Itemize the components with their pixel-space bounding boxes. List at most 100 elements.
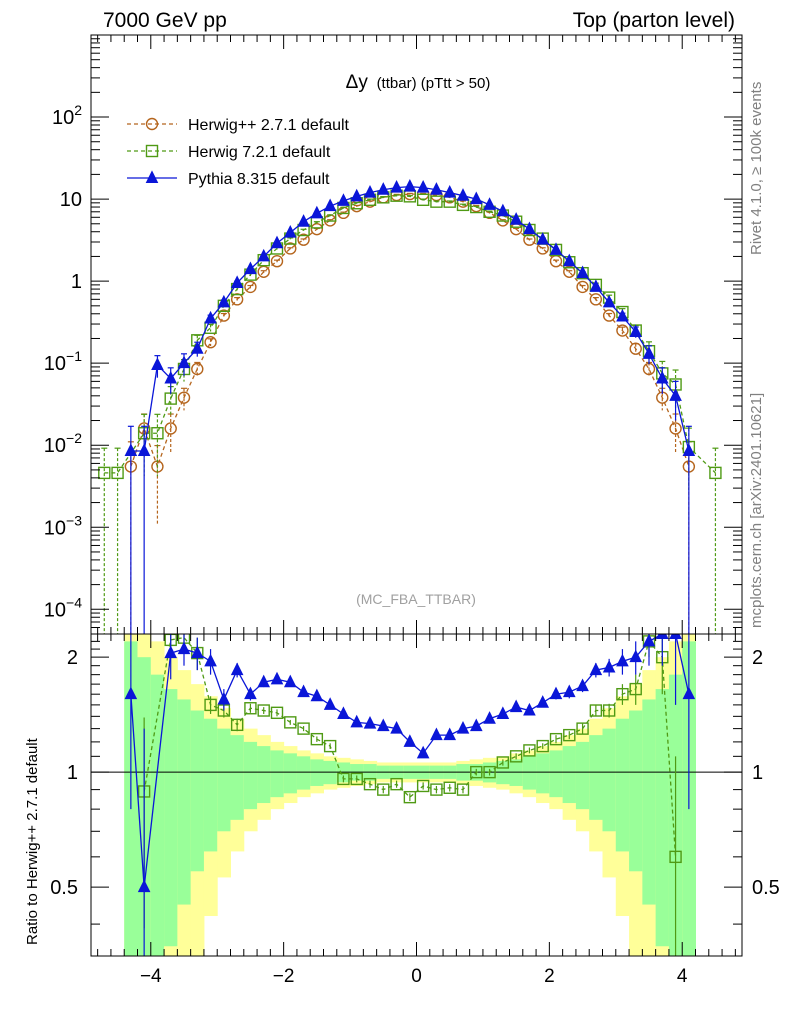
plot-title: Δy (ttbar) (pTtt > 50) bbox=[346, 72, 491, 93]
data-point bbox=[298, 215, 309, 226]
ratio-point bbox=[232, 664, 243, 675]
data-point bbox=[511, 213, 522, 224]
y-tick-exponent: −4 bbox=[66, 594, 82, 610]
legend-entry-2: Pythia 8.315 default bbox=[127, 171, 330, 188]
band-green bbox=[629, 711, 643, 872]
data-point bbox=[404, 180, 415, 191]
band-green bbox=[191, 711, 205, 872]
y-tick-label: 102 bbox=[52, 102, 82, 129]
x-tick-label: 0 bbox=[411, 966, 422, 987]
band-green bbox=[284, 753, 298, 793]
band-green bbox=[164, 689, 178, 946]
ratio-point bbox=[537, 696, 548, 707]
header-left: 7000 GeV pp bbox=[103, 9, 227, 32]
y-tick-base: 10 bbox=[44, 517, 66, 539]
band-green bbox=[523, 756, 537, 789]
y-tick-base: 10 bbox=[52, 107, 74, 129]
data-point bbox=[657, 372, 668, 383]
ratio-point bbox=[657, 628, 668, 639]
ratio-point bbox=[325, 698, 336, 709]
ratio-point bbox=[564, 686, 575, 697]
legend-label: Herwig 7.2.1 default bbox=[188, 144, 331, 161]
band-green bbox=[297, 756, 311, 789]
plot-canvas: 7000 GeV pp Top (parton level) −4 −2 0 2 4 10… bbox=[0, 0, 786, 1024]
series-0 bbox=[125, 189, 694, 774]
ratio-point bbox=[670, 628, 681, 639]
data-point bbox=[192, 342, 203, 353]
header-right: Top (parton level) bbox=[573, 9, 735, 32]
y-tick-exponent: 2 bbox=[74, 102, 82, 118]
band-green bbox=[204, 719, 218, 852]
band-green bbox=[257, 746, 271, 803]
data-point bbox=[644, 347, 655, 358]
data-point bbox=[152, 359, 163, 370]
ratio-point bbox=[444, 729, 455, 740]
band-green bbox=[563, 746, 577, 803]
legend: Herwig++ 2.7.1 default Herwig 7.2.1 defau… bbox=[127, 117, 350, 188]
y-tick-base: 1 bbox=[71, 271, 82, 293]
ratio-point bbox=[272, 673, 283, 684]
y-tick-label: 10−2 bbox=[44, 430, 82, 457]
y-tick-label: 10−4 bbox=[44, 594, 82, 621]
ratio-point bbox=[205, 655, 216, 666]
data-point bbox=[272, 237, 283, 248]
y-tick-label: 10−3 bbox=[44, 512, 82, 539]
ratio-point bbox=[511, 701, 522, 712]
y-tick-label: 1 bbox=[71, 271, 82, 293]
data-point bbox=[683, 445, 694, 456]
band-green bbox=[616, 719, 630, 852]
band-green bbox=[231, 735, 245, 820]
y-tick-exponent: −3 bbox=[66, 512, 82, 528]
y-tick-exponent: −1 bbox=[66, 348, 82, 364]
band-green bbox=[310, 759, 324, 786]
ratio-point bbox=[298, 686, 309, 697]
band-green bbox=[177, 699, 191, 904]
data-point bbox=[285, 226, 296, 237]
ratio-tick-label-right: 0.5 bbox=[752, 877, 780, 899]
ratio-point bbox=[338, 707, 349, 718]
band-green bbox=[589, 735, 603, 820]
band-green bbox=[536, 753, 550, 793]
x-tick-label: −4 bbox=[140, 966, 162, 987]
y-tick-base: 10 bbox=[44, 435, 66, 457]
ratio-point bbox=[351, 716, 362, 727]
y-tick-base: 10 bbox=[44, 353, 66, 375]
data-point bbox=[537, 233, 548, 244]
ratio-point bbox=[497, 707, 508, 718]
x-tick-label: 2 bbox=[544, 966, 555, 987]
y-tick-base: 10 bbox=[44, 599, 66, 621]
ratio-y-label: Ratio to Herwig++ 2.7.1 default bbox=[24, 737, 41, 945]
band-green bbox=[510, 759, 524, 786]
y-tick-label: 10 bbox=[60, 189, 82, 211]
data-point bbox=[311, 207, 322, 218]
plot-title-main: Δy bbox=[346, 72, 369, 93]
data-point bbox=[258, 250, 269, 261]
band-green bbox=[603, 729, 617, 832]
band-green bbox=[642, 699, 656, 904]
side-text-mcplots: mcplots.cern.ch [arXiv:2401.10621] bbox=[748, 393, 765, 628]
y-tick-label: 10−1 bbox=[44, 348, 82, 375]
plot-title-sub: (ttbar) (pTtt > 50) bbox=[377, 75, 491, 92]
y-tick-exponent: −2 bbox=[66, 430, 82, 446]
legend-label: Pythia 8.315 default bbox=[188, 171, 330, 188]
band-green bbox=[244, 742, 258, 809]
ratio-tick-label-right: 1 bbox=[752, 762, 763, 784]
legend-label: Herwig++ 2.7.1 default bbox=[188, 117, 350, 134]
ratio-tick-label-left: 2 bbox=[67, 647, 78, 669]
band-green bbox=[270, 750, 284, 797]
legend-entry-1: Herwig 7.2.1 default bbox=[127, 144, 331, 161]
ratio-point bbox=[471, 720, 482, 731]
y-tick-base: 10 bbox=[60, 189, 82, 211]
series-line bbox=[131, 194, 689, 466]
data-point bbox=[391, 181, 402, 192]
band-green bbox=[576, 742, 590, 809]
ratio-point bbox=[179, 643, 190, 654]
ratio-tick-label-left: 0.5 bbox=[50, 877, 78, 899]
data-point bbox=[245, 263, 256, 274]
band-green bbox=[217, 729, 231, 832]
legend-marker bbox=[147, 172, 158, 183]
ratio-tick-label-left: 1 bbox=[67, 762, 78, 784]
ratio-point bbox=[431, 729, 442, 740]
band-green bbox=[549, 750, 563, 797]
plot-svg: 7000 GeV pp Top (parton level) −4 −2 0 2 410… bbox=[0, 0, 786, 1024]
